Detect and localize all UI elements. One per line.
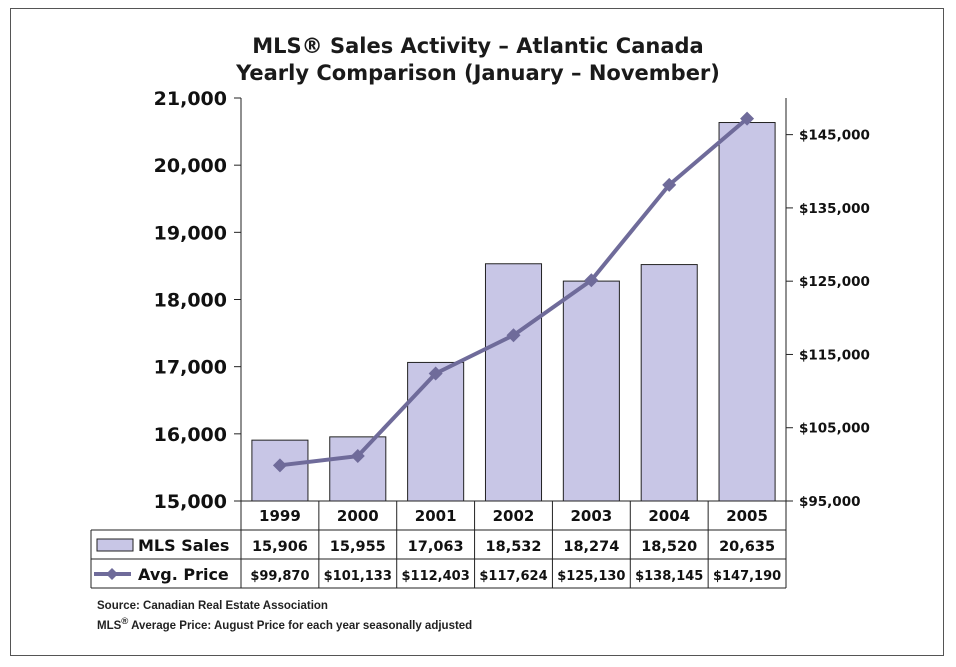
left-tick-label: 16,000 [154, 424, 227, 446]
chart-frame [10, 8, 944, 656]
table-cell-avg-price: $112,403 [402, 569, 470, 584]
left-tick-label: 19,000 [154, 222, 227, 244]
bar-2005 [718, 122, 776, 502]
legend-marker-avg-price [106, 568, 118, 580]
price-marker-2002 [506, 328, 521, 343]
price-marker-2003 [584, 273, 599, 288]
table-cell-mls-sales: 15,906 [252, 539, 308, 555]
right-tick-label: $115,000 [799, 347, 870, 363]
price-marker-1999 [272, 458, 287, 473]
table-cell-mls-sales: 18,520 [641, 539, 697, 555]
table-cell-avg-price: $125,130 [557, 569, 625, 584]
category-label-2003: 2003 [570, 507, 612, 525]
right-tick-label: $125,000 [799, 274, 870, 290]
price-marker-2005 [740, 111, 755, 126]
category-label-2005: 2005 [726, 507, 768, 525]
table-cell-avg-price: $117,624 [479, 569, 547, 584]
price-marker-2001 [428, 366, 443, 381]
legend-label-mls-sales: MLS Sales [138, 536, 229, 555]
table-cell-avg-price: $101,133 [324, 569, 392, 584]
right-tick-label: $135,000 [799, 201, 870, 217]
bar-2000 [329, 436, 387, 502]
table-cell-avg-price: $147,190 [713, 569, 781, 584]
category-label-2000: 2000 [337, 507, 379, 525]
price-marker-2000 [350, 449, 365, 464]
footnote-registered-mark: ® [121, 616, 129, 627]
category-label-2001: 2001 [415, 507, 457, 525]
bar-2002 [484, 263, 543, 502]
source-note: Source: Canadian Real Estate Association [97, 600, 328, 612]
legend-label-avg-price: Avg. Price [138, 565, 229, 584]
source-text: Canadian Real Estate Association [143, 600, 328, 612]
category-label-2004: 2004 [648, 507, 690, 525]
bar-2004 [640, 264, 698, 502]
left-tick-label: 18,000 [154, 290, 227, 312]
category-label-1999: 1999 [259, 507, 301, 525]
table-cell-avg-price: $138,145 [635, 569, 703, 584]
bar-2001 [407, 361, 465, 502]
table-cell-mls-sales: 18,274 [563, 539, 619, 555]
left-tick-label: 17,000 [154, 357, 227, 379]
table-cell-avg-price: $99,870 [250, 569, 309, 584]
table-cell-mls-sales: 18,532 [486, 539, 542, 555]
table-cell-mls-sales: 15,955 [330, 539, 386, 555]
price-marker-2004 [662, 177, 677, 192]
right-tick-label: $95,000 [799, 494, 861, 510]
footnote-prefix: MLS [97, 619, 122, 632]
table-cell-mls-sales: 17,063 [408, 539, 464, 555]
left-tick-label: 15,000 [154, 491, 227, 513]
category-label-2002: 2002 [493, 507, 535, 525]
chart-title-line2: Yearly Comparison (January – November) [236, 61, 720, 85]
right-tick-label: $145,000 [799, 128, 870, 144]
left-tick-label: 21,000 [154, 88, 227, 110]
chart-title-line1: MLS® Sales Activity – Atlantic Canada [252, 34, 704, 58]
left-tick-label: 20,000 [154, 155, 227, 177]
footnote-text: Average Price: August Price for each yea… [128, 619, 473, 632]
legend-swatch-mls-sales [96, 538, 134, 552]
bar-2003 [562, 280, 620, 502]
right-tick-label: $105,000 [799, 421, 870, 437]
price-footnote: MLS® Average Price: August Price for eac… [97, 616, 472, 632]
table-cell-mls-sales: 20,635 [719, 539, 775, 555]
source-label: Source: [97, 600, 140, 612]
